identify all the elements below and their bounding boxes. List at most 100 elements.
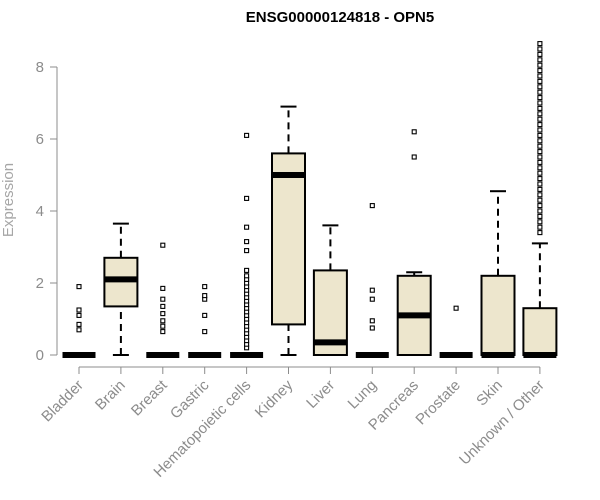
outlier-point <box>537 181 543 187</box>
x-tick-label: Kidney <box>252 376 297 421</box>
outlier-point <box>160 303 166 309</box>
box-skin <box>480 190 516 358</box>
outlier-point <box>537 51 543 57</box>
outlier-point <box>537 192 543 198</box>
outlier-point <box>369 287 375 293</box>
outlier-point <box>537 176 543 182</box>
x-tick-label: Prostate <box>412 377 464 429</box>
y-axis-label: Expression <box>0 163 17 237</box>
outlier-point <box>537 100 543 106</box>
outlier-point <box>244 224 250 230</box>
box-prostate <box>439 305 473 358</box>
chart-title: ENSG00000124818 - OPN5 <box>246 9 434 26</box>
outlier-point <box>202 293 208 299</box>
box-kidney <box>271 105 306 356</box>
x-tick-label: Liver <box>303 377 338 412</box>
outlier-point <box>202 312 208 318</box>
outlier-point <box>160 285 166 291</box>
box-liver <box>312 224 348 356</box>
outlier-point <box>76 312 82 318</box>
y-tick-label: 0 <box>36 347 44 364</box>
outlier-point <box>537 219 543 225</box>
boxes-layer <box>62 41 558 358</box>
outlier-point <box>244 248 250 254</box>
outlier-point <box>537 149 543 155</box>
outlier-point <box>537 95 543 101</box>
outlier-point <box>411 154 417 160</box>
outlier-point <box>537 57 543 63</box>
outlier-point <box>537 78 543 84</box>
outlier-point <box>537 203 543 209</box>
outlier-point <box>537 213 543 219</box>
box-hematopoietic-cells <box>230 132 264 358</box>
box-bladder <box>62 284 96 358</box>
outlier-point <box>537 154 543 160</box>
outlier-point <box>160 318 166 324</box>
outlier-point <box>411 129 417 135</box>
outlier-point <box>76 307 82 313</box>
y-tick-label: 8 <box>36 59 44 76</box>
outlier-point <box>537 46 543 52</box>
x-tick-label: Lung <box>345 377 381 413</box>
outlier-point <box>537 111 543 117</box>
outlier-point <box>160 311 166 317</box>
x-tick-label: Breast <box>128 376 171 419</box>
box-rect <box>271 152 306 326</box>
outlier-point <box>537 230 543 236</box>
outlier-point <box>537 89 543 95</box>
outlier-point <box>537 105 543 111</box>
outlier-point <box>537 41 543 47</box>
outlier-point <box>160 242 166 248</box>
outlier-point <box>537 62 543 68</box>
outlier-point <box>369 318 375 324</box>
box-lung <box>355 203 389 358</box>
outlier-point <box>537 73 543 79</box>
y-tick-label: 6 <box>36 131 44 148</box>
box-brain <box>103 222 139 356</box>
box-gastric <box>188 284 222 358</box>
outlier-point <box>369 203 375 209</box>
y-axis: 0 2 4 6 8 <box>36 59 58 364</box>
y-tick-label: 2 <box>36 275 44 292</box>
outlier-point <box>537 170 543 176</box>
outlier-point <box>537 143 543 149</box>
outlier-point <box>202 284 208 290</box>
box-rect <box>522 307 558 357</box>
outlier-point <box>537 127 543 133</box>
outlier-point <box>537 224 543 230</box>
outlier-point <box>537 138 543 144</box>
x-tick-label: Skin <box>473 377 506 410</box>
outlier-point <box>369 325 375 331</box>
outlier-point <box>244 273 250 279</box>
outlier-point <box>537 116 543 122</box>
outlier-point <box>76 284 82 290</box>
outlier-point <box>160 329 166 335</box>
box-unknown-other <box>522 41 558 358</box>
outlier-point <box>537 208 543 214</box>
outlier-point <box>537 159 543 165</box>
outlier-point <box>537 68 543 74</box>
x-tick-label: Bladder <box>38 377 87 426</box>
outlier-point <box>244 267 250 273</box>
outlier-point <box>537 132 543 138</box>
outlier-point <box>453 305 459 311</box>
outlier-point <box>160 296 166 302</box>
box-rect <box>480 274 516 356</box>
x-tick-label: Brain <box>92 377 129 414</box>
outlier-point <box>369 296 375 302</box>
outlier-point <box>76 321 82 327</box>
box-breast <box>146 242 180 358</box>
outlier-point <box>537 165 543 171</box>
outlier-point <box>537 84 543 90</box>
outlier-point <box>537 197 543 203</box>
y-tick-label: 4 <box>36 203 44 220</box>
outlier-point <box>160 323 166 329</box>
outlier-point <box>244 132 250 138</box>
box-pancreas <box>396 129 432 356</box>
outlier-point <box>202 329 208 335</box>
outlier-point <box>244 239 250 245</box>
outlier-point <box>537 186 543 192</box>
outlier-point <box>537 122 543 128</box>
